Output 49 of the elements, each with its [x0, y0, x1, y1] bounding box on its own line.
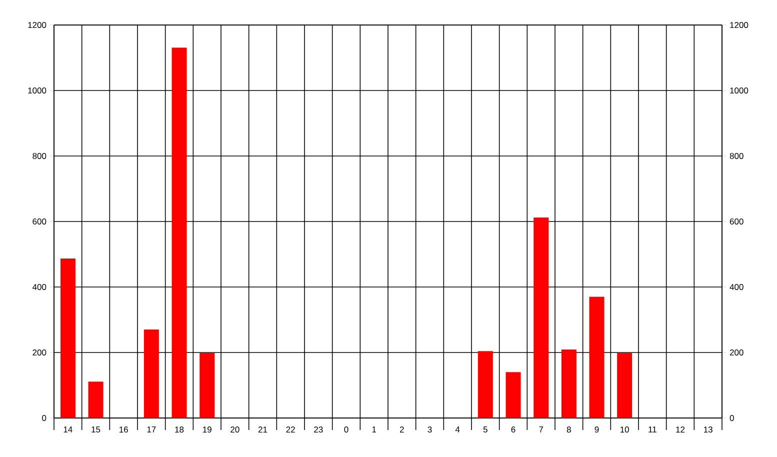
x-tick-label: 19 — [203, 426, 212, 433]
x-tick-label: 7 — [539, 426, 544, 432]
x-tick-label: 10 — [620, 426, 629, 433]
x-tick-label: 13 — [704, 426, 712, 433]
y-tick-label: 800 — [32, 152, 46, 159]
x-tick-label: 11 — [648, 426, 656, 432]
x-tick-label: 4 — [455, 426, 460, 432]
y2-tick-label: 400 — [730, 284, 744, 290]
bar — [589, 296, 604, 418]
y-tick-label: 1200 — [28, 22, 46, 28]
x-tick-label: 20 — [230, 426, 240, 433]
x-tick-label: 22 — [286, 426, 295, 432]
bar — [88, 382, 104, 418]
y2-tick-label: 200 — [730, 349, 744, 356]
x-tick-label: 15 — [92, 426, 100, 432]
bar — [60, 258, 76, 418]
y2-tick-label: 0 — [730, 414, 734, 421]
x-tick-label: 1 — [372, 426, 376, 432]
y-tick-label: 600 — [32, 218, 46, 224]
bar — [506, 372, 521, 418]
x-tick-label: 12 — [676, 426, 685, 432]
x-tick-label: 23 — [314, 426, 323, 433]
x-tick-label: 8 — [566, 426, 571, 433]
x-tick-label: 3 — [428, 426, 432, 433]
bar — [144, 330, 159, 418]
x-tick-label: 17 — [147, 426, 156, 432]
x-tick-label: 16 — [120, 426, 128, 433]
x-tick-label: 5 — [483, 426, 488, 432]
bar — [561, 350, 576, 418]
y-tick-label: 0 — [42, 414, 46, 421]
x-tick-label: 0 — [344, 426, 348, 433]
x-tick-label: 18 — [175, 426, 184, 433]
bar — [200, 352, 215, 418]
y2-tick-label: 800 — [730, 152, 744, 159]
bar — [172, 48, 187, 418]
y-tick-label: 400 — [32, 284, 46, 290]
y2-tick-label: 1200 — [730, 22, 748, 28]
y-tick-label: 200 — [32, 349, 46, 356]
bar — [617, 352, 632, 418]
x-tick-label: 6 — [511, 426, 516, 433]
x-tick-label: 21 — [258, 426, 268, 432]
bar — [478, 351, 493, 418]
y2-tick-label: 1000 — [730, 87, 748, 94]
y-tick-label: 1000 — [28, 87, 46, 94]
x-tick-label: 9 — [594, 426, 599, 433]
x-tick-label: 14 — [64, 426, 72, 432]
bar — [534, 218, 549, 418]
y2-tick-label: 600 — [730, 218, 744, 224]
x-tick-label: 2 — [400, 426, 404, 432]
